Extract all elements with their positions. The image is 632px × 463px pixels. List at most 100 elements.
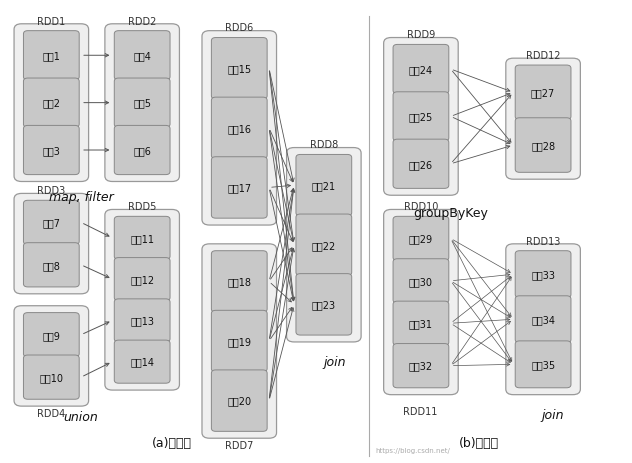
Text: 分区16: 分区16: [228, 124, 252, 133]
Text: 分区24: 分区24: [409, 65, 433, 75]
FancyBboxPatch shape: [515, 251, 571, 298]
FancyBboxPatch shape: [384, 210, 458, 395]
FancyBboxPatch shape: [114, 299, 170, 342]
Text: 分区31: 分区31: [409, 319, 433, 329]
FancyBboxPatch shape: [23, 243, 79, 288]
Text: 分区23: 分区23: [312, 300, 336, 310]
FancyBboxPatch shape: [393, 259, 449, 303]
FancyBboxPatch shape: [23, 201, 79, 245]
FancyBboxPatch shape: [114, 126, 170, 175]
FancyBboxPatch shape: [393, 301, 449, 346]
Text: 分区7: 分区7: [42, 218, 60, 228]
Text: 分区12: 分区12: [130, 275, 154, 285]
FancyBboxPatch shape: [384, 38, 458, 196]
Text: (b)宽依赖: (b)宽依赖: [459, 436, 499, 449]
FancyBboxPatch shape: [393, 93, 449, 142]
FancyBboxPatch shape: [211, 38, 267, 100]
FancyBboxPatch shape: [114, 258, 170, 301]
FancyBboxPatch shape: [211, 157, 267, 219]
Text: RDD4: RDD4: [37, 407, 66, 418]
Text: RDD9: RDD9: [407, 30, 435, 40]
Text: 分区9: 分区9: [42, 330, 60, 340]
FancyBboxPatch shape: [23, 79, 79, 128]
FancyBboxPatch shape: [114, 340, 170, 383]
FancyBboxPatch shape: [23, 355, 79, 400]
FancyBboxPatch shape: [515, 296, 571, 343]
Text: 分区11: 分区11: [130, 233, 154, 244]
Text: 分区35: 分区35: [531, 360, 555, 369]
FancyBboxPatch shape: [23, 126, 79, 175]
FancyBboxPatch shape: [393, 140, 449, 189]
FancyBboxPatch shape: [14, 25, 88, 182]
Text: 分区18: 分区18: [228, 277, 252, 287]
FancyBboxPatch shape: [14, 194, 88, 294]
Text: RDD7: RDD7: [225, 440, 253, 450]
Text: 分区10: 分区10: [39, 372, 63, 382]
Text: 分区1: 分区1: [42, 51, 60, 61]
FancyBboxPatch shape: [393, 217, 449, 261]
FancyBboxPatch shape: [23, 31, 79, 81]
FancyBboxPatch shape: [105, 210, 179, 390]
FancyBboxPatch shape: [105, 25, 179, 182]
Text: map, filter: map, filter: [49, 191, 114, 204]
Text: RDD11: RDD11: [403, 406, 438, 416]
Text: union: union: [64, 410, 99, 423]
FancyBboxPatch shape: [296, 274, 351, 335]
FancyBboxPatch shape: [23, 313, 79, 357]
Text: RDD1: RDD1: [37, 17, 66, 26]
Text: https://blog.csdn.net/: https://blog.csdn.net/: [375, 447, 451, 453]
Text: 分区25: 分区25: [409, 112, 433, 122]
FancyBboxPatch shape: [211, 98, 267, 159]
FancyBboxPatch shape: [393, 45, 449, 94]
Text: 分区15: 分区15: [227, 64, 252, 74]
Text: 分区33: 分区33: [531, 269, 555, 280]
FancyBboxPatch shape: [296, 214, 351, 276]
Text: RDD2: RDD2: [128, 17, 156, 26]
Text: 分区6: 分区6: [133, 146, 151, 156]
FancyBboxPatch shape: [506, 244, 580, 395]
Text: 分区5: 分区5: [133, 99, 151, 108]
Text: 分区32: 分区32: [409, 361, 433, 371]
Text: RDD13: RDD13: [526, 236, 561, 246]
Text: 分区21: 分区21: [312, 181, 336, 191]
FancyBboxPatch shape: [515, 119, 571, 173]
FancyBboxPatch shape: [202, 31, 277, 225]
Text: RDD8: RDD8: [310, 140, 338, 150]
Text: 分区19: 分区19: [228, 336, 252, 346]
FancyBboxPatch shape: [211, 370, 267, 432]
Text: 分区14: 分区14: [130, 357, 154, 367]
FancyBboxPatch shape: [211, 251, 267, 313]
FancyBboxPatch shape: [14, 306, 88, 406]
FancyBboxPatch shape: [114, 31, 170, 81]
Text: 分区28: 分区28: [531, 141, 555, 151]
Text: 分区17: 分区17: [227, 183, 252, 193]
Text: 分区27: 分区27: [531, 88, 555, 98]
FancyBboxPatch shape: [114, 79, 170, 128]
Text: 分区13: 分区13: [130, 316, 154, 325]
FancyBboxPatch shape: [286, 148, 361, 342]
FancyBboxPatch shape: [296, 155, 351, 216]
Text: 分区2: 分区2: [42, 99, 60, 108]
Text: 分区26: 分区26: [409, 159, 433, 169]
Text: 分区34: 分区34: [531, 314, 555, 325]
FancyBboxPatch shape: [393, 344, 449, 388]
FancyBboxPatch shape: [114, 217, 170, 260]
Text: 分区22: 分区22: [312, 240, 336, 250]
Text: groupByKey: groupByKey: [413, 206, 488, 219]
Text: RDD5: RDD5: [128, 202, 156, 212]
Text: 分区30: 分区30: [409, 276, 433, 286]
FancyBboxPatch shape: [515, 341, 571, 388]
Text: 分区29: 分区29: [409, 234, 433, 244]
Text: join: join: [542, 408, 564, 421]
Text: 分区3: 分区3: [42, 146, 60, 156]
FancyBboxPatch shape: [515, 66, 571, 120]
FancyBboxPatch shape: [202, 244, 277, 438]
Text: 分区20: 分区20: [227, 396, 252, 406]
Text: 分区8: 分区8: [42, 260, 60, 270]
Text: RDD3: RDD3: [37, 186, 66, 196]
Text: (a)窄依赖: (a)窄依赖: [152, 436, 192, 449]
FancyBboxPatch shape: [211, 311, 267, 372]
Text: RDD10: RDD10: [404, 202, 438, 212]
FancyBboxPatch shape: [506, 59, 580, 180]
Text: RDD6: RDD6: [225, 24, 253, 33]
